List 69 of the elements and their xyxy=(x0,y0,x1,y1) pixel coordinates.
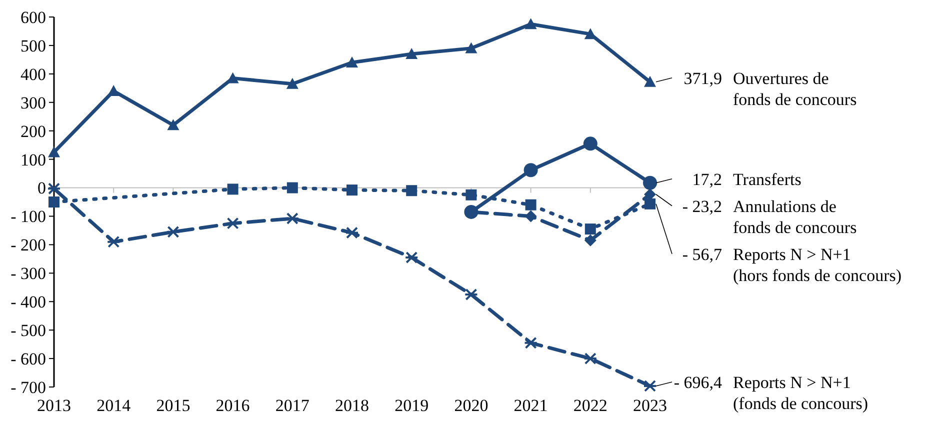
point xyxy=(583,136,598,151)
text: Reports N > N+1 (hors fonds de concours) xyxy=(733,244,902,285)
y-tick-label: 400 xyxy=(20,64,46,84)
point xyxy=(48,196,60,208)
point xyxy=(524,18,537,30)
x-tick-label: 2018 xyxy=(335,396,369,415)
point xyxy=(48,146,60,158)
data-label: - 23,2 xyxy=(682,196,722,216)
point xyxy=(346,184,358,196)
point xyxy=(345,226,359,239)
point xyxy=(524,163,538,178)
point xyxy=(465,42,478,54)
x-tick-label: 2021 xyxy=(514,396,548,415)
y-tick-label: - 400 xyxy=(10,292,46,312)
point xyxy=(583,352,598,365)
y-tick-label: 300 xyxy=(20,93,46,112)
point xyxy=(524,336,538,349)
point xyxy=(106,236,121,248)
point xyxy=(166,226,180,238)
text: Transferts xyxy=(733,170,802,189)
data-label: 371,9 xyxy=(684,68,722,88)
point xyxy=(584,234,596,246)
text: Ouvertures de fonds de concours xyxy=(733,68,857,109)
y-tick-label: - 100 xyxy=(10,207,46,226)
y-tick-label: - 700 xyxy=(10,378,46,397)
point xyxy=(47,182,61,195)
y-tick-label: - 300 xyxy=(10,264,46,284)
text: Annulations de fonds de concours xyxy=(733,196,857,237)
x-tick-label: 2015 xyxy=(156,396,190,415)
point xyxy=(644,198,656,210)
point xyxy=(643,380,657,392)
point xyxy=(466,189,477,200)
x-tick-label: 2023 xyxy=(633,396,667,415)
point xyxy=(227,184,238,195)
point xyxy=(464,288,478,300)
data-label: 17,2 xyxy=(692,170,722,189)
point xyxy=(643,176,657,190)
point xyxy=(226,217,240,230)
point xyxy=(524,210,537,222)
y-tick-label: 200 xyxy=(20,122,46,141)
point xyxy=(167,119,180,130)
x-tick-label: 2019 xyxy=(394,396,429,415)
x-tick-label: 2014 xyxy=(96,396,132,415)
point xyxy=(346,56,358,68)
x-tick-label: 2022 xyxy=(573,396,608,415)
x-tick-label: 2017 xyxy=(275,396,310,415)
data-label: - 696,4 xyxy=(674,372,722,392)
x-tick-label: 2016 xyxy=(216,396,250,415)
y-tick-label: 100 xyxy=(20,150,46,170)
y-tick-label: 600 xyxy=(20,8,46,27)
y-tick-label: 500 xyxy=(20,36,46,56)
x-tick-label: 2013 xyxy=(37,396,71,415)
y-tick-label: - 200 xyxy=(10,236,46,255)
text: Reports N > N+1 (fonds de concours) xyxy=(733,372,868,413)
point xyxy=(584,224,596,235)
point xyxy=(286,78,298,89)
point xyxy=(286,182,298,194)
data-label: - 56,7 xyxy=(682,244,722,264)
y-tick-label: - 600 xyxy=(10,349,46,368)
point xyxy=(525,199,536,210)
point xyxy=(108,85,120,96)
point xyxy=(406,185,418,196)
x-tick-label: 2020 xyxy=(454,396,488,415)
point xyxy=(285,212,300,225)
point xyxy=(404,252,419,264)
point xyxy=(406,48,418,59)
y-tick-label: 0 xyxy=(38,178,46,198)
point xyxy=(644,76,656,87)
y-tick-label: - 500 xyxy=(10,321,46,340)
